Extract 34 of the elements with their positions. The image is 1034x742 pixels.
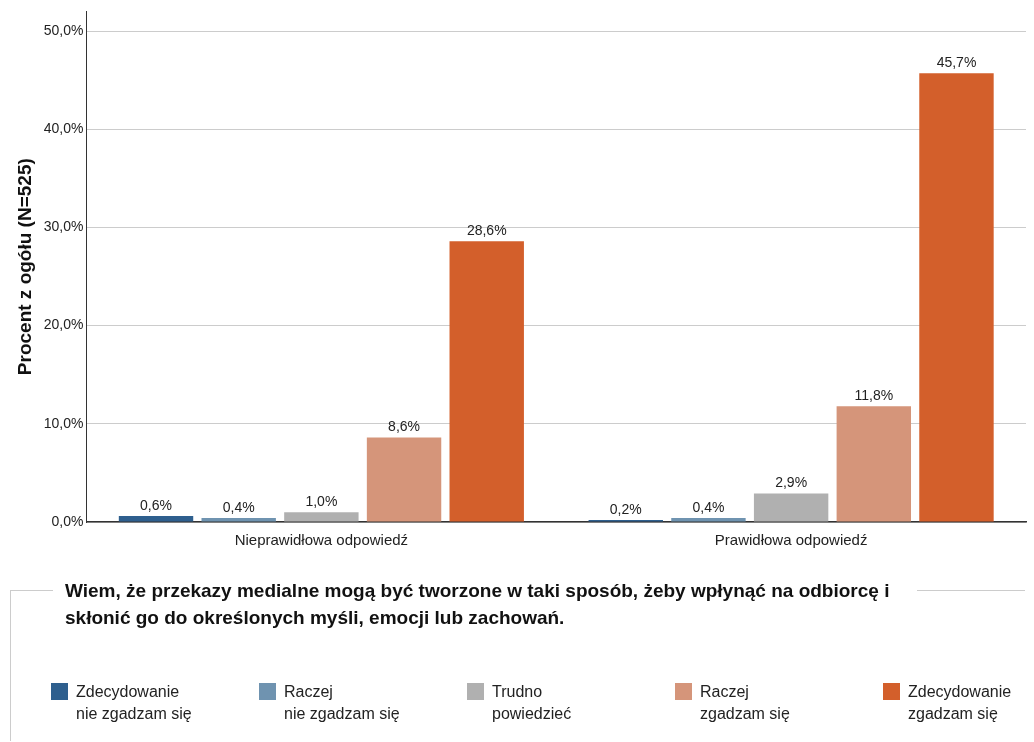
y-tick-label: 40,0%	[43, 120, 84, 137]
bar	[836, 406, 912, 522]
legend-label: Raczej zgadzam się	[700, 682, 790, 724]
legend-label: Trudno powiedzieć	[492, 682, 572, 724]
legend-label: Zdecydowanie nie zgadzam się	[76, 682, 192, 724]
data-label: 1,0%	[305, 493, 338, 510]
data-label: 8,6%	[388, 418, 421, 435]
bar	[671, 518, 746, 522]
y-tick-label: 10,0%	[43, 414, 84, 431]
x-tick-label: Nieprawidłowa odpowiedź	[234, 531, 409, 549]
bar	[118, 516, 194, 522]
y-axis-title: Procent z ogółu (N=525)	[13, 158, 35, 376]
bar	[753, 493, 829, 522]
data-label: 0,4%	[222, 498, 255, 515]
data-label: 0,4%	[692, 498, 725, 515]
x-tick-label: Prawidłowa odpowiedź	[714, 531, 868, 549]
y-tick-label: 50,0%	[43, 21, 84, 38]
data-label: 28,6%	[466, 222, 507, 239]
data-label: 11,8%	[854, 386, 894, 403]
data-label: 0,6%	[140, 496, 172, 513]
data-label: 45,7%	[936, 54, 977, 71]
data-label: 0,2%	[609, 500, 642, 517]
bar	[284, 512, 359, 522]
legend-label: Raczej nie zgadzam się	[284, 682, 400, 724]
data-label: 2,9%	[775, 474, 808, 491]
y-tick-label: 0,0%	[51, 512, 84, 529]
bar	[449, 241, 524, 522]
bar	[919, 73, 994, 522]
legend-label: Zdecydowanie zgadzam się	[908, 682, 1012, 724]
y-tick-label: 20,0%	[43, 316, 84, 333]
bar	[201, 518, 276, 522]
y-tick-label: 30,0%	[43, 218, 84, 235]
legend-title: Wiem, że przekazy medialne mogą być tworzone w taki sposób, żeby wpłynąć na odbiorcę i skłonić go do określonych myśli, emocji lub zachowań.	[53, 577, 917, 631]
bar	[366, 437, 442, 522]
